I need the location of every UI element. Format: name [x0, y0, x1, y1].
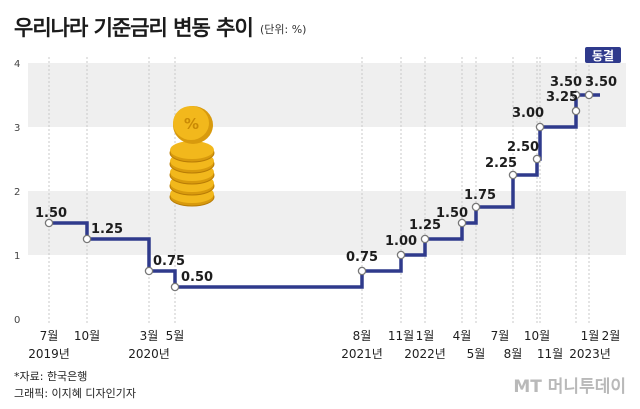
- x-tick-label: 2022년: [404, 347, 446, 361]
- x-tick-label: 5월: [467, 347, 486, 361]
- y-tick-label: 2: [14, 187, 20, 198]
- data-point: [420, 234, 430, 244]
- y-axis: 0 1 2 3 4: [14, 59, 20, 326]
- publisher-watermark: MT 머니투데이: [513, 377, 626, 397]
- x-tick-label: 5월: [166, 329, 185, 343]
- data-label: 3.00: [512, 106, 544, 121]
- data-label: 1.00: [385, 234, 417, 249]
- x-tick-label: 8월: [504, 347, 523, 361]
- data-points: [44, 90, 594, 292]
- data-point: [82, 234, 92, 244]
- data-point: [532, 154, 542, 164]
- x-tick-label: 7월: [491, 329, 510, 343]
- data-point: [584, 90, 594, 100]
- data-label: 3.50: [585, 75, 617, 90]
- data-point: [357, 266, 367, 276]
- source-note: *자료: 한국은행: [14, 370, 88, 383]
- data-label: 3.50: [550, 75, 582, 90]
- coin-percent-glyph: %: [184, 115, 199, 133]
- freeze-badge-label: 동결: [592, 48, 614, 63]
- x-tick-label: 10월: [524, 329, 550, 343]
- data-label: 1.50: [35, 206, 67, 221]
- grid-band: [28, 191, 626, 255]
- x-tick-label: 8월: [353, 329, 372, 343]
- data-label: 1.75: [464, 188, 496, 203]
- x-tick-label: 7월: [40, 329, 59, 343]
- data-point: [457, 218, 467, 228]
- coin-stack-illustration: %: [169, 106, 215, 207]
- x-tick-label: 2020년: [128, 347, 170, 361]
- coin-top: [173, 106, 209, 140]
- y-tick-label: 1: [14, 251, 20, 262]
- x-tick-label: 2019년: [28, 347, 70, 361]
- data-label: 2.25: [485, 156, 517, 171]
- data-point: [144, 266, 154, 276]
- data-point: [396, 250, 406, 260]
- freeze-badge: 동결: [585, 47, 621, 63]
- freeze-badge-bg: [585, 47, 621, 63]
- data-labels: 1.501.250.750.500.751.001.251.501.752.25…: [35, 75, 617, 285]
- data-point: [471, 202, 481, 212]
- data-point: [44, 218, 54, 228]
- x-tick-label: 1월: [581, 329, 600, 343]
- y-tick-label: 3: [14, 123, 20, 134]
- unit-label: (단위: %): [260, 23, 307, 36]
- data-label: 2.50: [507, 140, 539, 155]
- grid-bands: [28, 63, 626, 255]
- x-tick-label: 11월: [537, 347, 563, 361]
- data-point: [535, 122, 545, 132]
- chart-title: 우리나라 기준금리 변동 추이: [14, 16, 254, 40]
- y-tick-label: 4: [14, 59, 20, 70]
- x-tick-label: 2월: [602, 329, 621, 343]
- y-tick-label: 0: [14, 315, 20, 326]
- data-label: 0.75: [346, 250, 378, 265]
- data-label: 1.25: [91, 222, 123, 237]
- data-point: [170, 282, 180, 292]
- grid-band: [28, 63, 626, 127]
- data-point: [571, 90, 581, 100]
- data-label: 0.75: [153, 254, 185, 269]
- x-tick-label: 2021년: [341, 347, 383, 361]
- x-tick-label: 11월: [388, 329, 414, 343]
- credit-note: 그래픽: 이지혜 디자인기자: [14, 387, 137, 400]
- x-tick-label: 4월: [453, 329, 472, 343]
- coin-face: [170, 141, 214, 159]
- x-tick-label: 10월: [74, 329, 100, 343]
- x-tick-label: 2023년: [569, 347, 611, 361]
- data-point: [508, 170, 518, 180]
- rate-step-line: [49, 93, 600, 289]
- data-point: [571, 106, 581, 116]
- x-tick-label: 1월: [416, 329, 435, 343]
- x-tick-label: 3월: [140, 329, 159, 343]
- data-label: 1.50: [436, 206, 468, 221]
- data-label: 3.25: [546, 90, 578, 105]
- data-label: 1.25: [409, 218, 441, 233]
- data-label: 0.50: [181, 270, 213, 285]
